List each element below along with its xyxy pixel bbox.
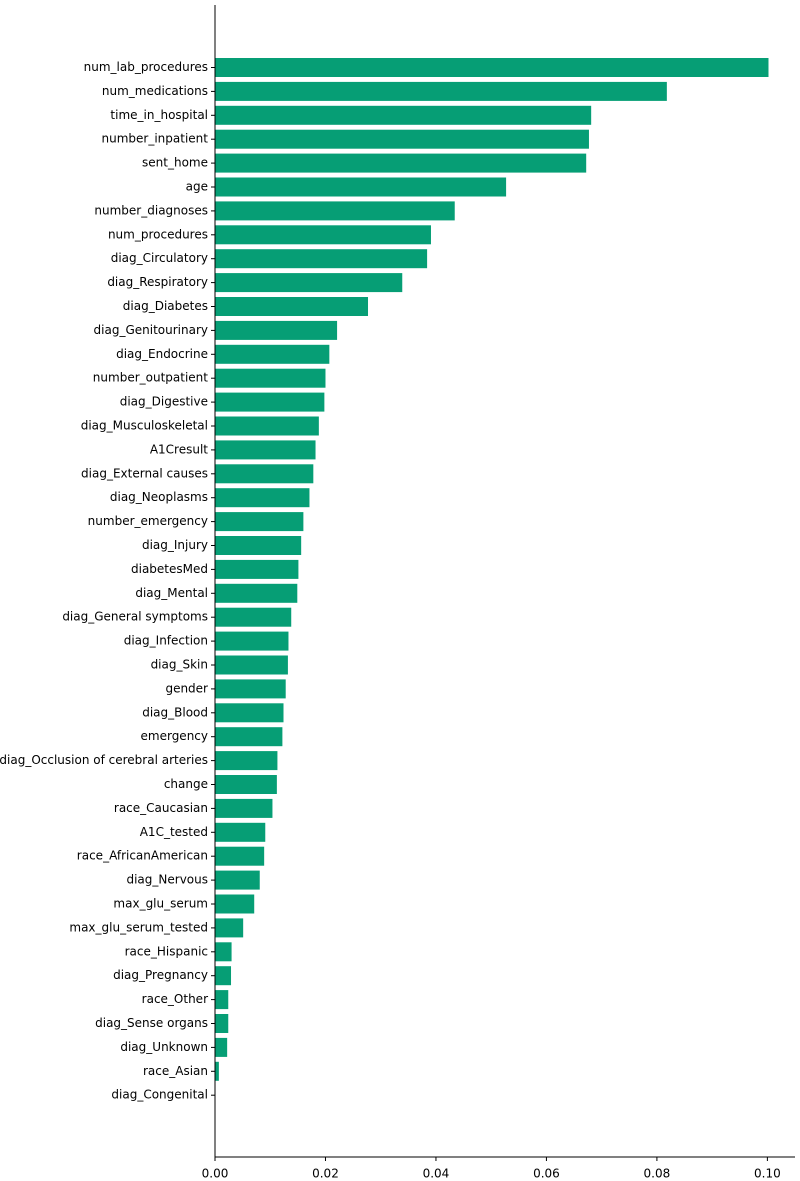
category-label: diag_Sense organs	[95, 1016, 208, 1030]
bar	[215, 464, 314, 484]
category-label: diag_Pregnancy	[113, 968, 208, 982]
bar	[215, 368, 326, 388]
category-label: emergency	[141, 729, 208, 743]
bar	[215, 559, 299, 579]
category-label: A1Cresult	[150, 442, 208, 456]
bar	[215, 201, 455, 221]
category-label: age	[186, 180, 208, 194]
bar	[215, 679, 286, 699]
category-label: diag_Neoplasms	[110, 490, 208, 504]
category-label: diag_Circulatory	[111, 251, 208, 265]
x-ticks-group: 0.00 0.02 0.04 0.06 0.08 0.10	[202, 1157, 781, 1181]
bar	[215, 105, 592, 125]
bar	[215, 631, 289, 651]
bar	[215, 320, 338, 340]
bar	[215, 297, 369, 316]
category-label: diag_Blood	[142, 705, 208, 719]
bar	[215, 942, 232, 962]
bar	[215, 918, 244, 938]
bar	[215, 81, 667, 101]
category-label: diag_Mental	[135, 586, 208, 600]
bar	[215, 488, 310, 508]
bar	[215, 990, 229, 1010]
bar	[215, 894, 255, 914]
category-label: num_lab_procedures	[84, 60, 208, 74]
category-label: diag_Nervous	[126, 873, 208, 887]
category-label: time_in_hospital	[110, 108, 208, 122]
category-label: A1C_tested	[140, 825, 208, 839]
category-label: max_glu_serum_tested	[69, 920, 208, 934]
x-tick-label: 0.10	[754, 1167, 781, 1181]
bar	[215, 655, 288, 675]
bar	[215, 798, 273, 818]
bar	[215, 225, 431, 245]
bar	[215, 775, 277, 794]
bar	[215, 1037, 228, 1057]
category-label: diag_Infection	[124, 634, 208, 648]
category-label: gender	[165, 681, 208, 695]
bar	[215, 870, 260, 890]
bar	[215, 751, 278, 771]
category-label: diag_Unknown	[120, 1040, 208, 1054]
category-label: diag_Genitourinary	[94, 323, 208, 337]
category-label: diag_Respiratory	[107, 275, 208, 289]
category-label: diag_Musculoskeletal	[81, 419, 208, 433]
bar	[215, 846, 265, 866]
bar	[215, 727, 283, 747]
category-label: number_emergency	[88, 514, 208, 528]
category-label: sent_home	[142, 156, 208, 170]
category-labels-group: num_lab_procedures num_medications time_in…	[0, 60, 215, 1102]
bar	[215, 512, 304, 532]
category-label: number_diagnoses	[94, 203, 208, 217]
bar	[215, 536, 302, 555]
bar	[215, 273, 403, 293]
bar	[215, 822, 266, 842]
x-tick-label: 0.02	[312, 1167, 339, 1181]
category-label: diag_Skin	[151, 658, 208, 672]
x-tick-label: 0.04	[423, 1167, 450, 1181]
category-label: race_AfricanAmerican	[77, 849, 208, 863]
bars-group	[215, 58, 769, 1081]
category-label: diag_Occlusion of cerebral arteries	[0, 753, 208, 767]
bar	[215, 416, 319, 436]
category-label: change	[164, 777, 208, 791]
category-label: number_outpatient	[93, 371, 208, 385]
category-label: diag_Injury	[142, 538, 208, 552]
category-label: diag_Digestive	[120, 395, 208, 409]
bar	[215, 583, 298, 603]
bar	[215, 129, 589, 149]
bar	[215, 177, 507, 197]
category-label: diag_External causes	[81, 466, 208, 480]
bar	[215, 1014, 229, 1033]
category-label: race_Caucasian	[114, 801, 208, 815]
category-label: race_Other	[142, 992, 208, 1006]
bar	[215, 58, 769, 77]
bar	[215, 440, 316, 460]
category-label: race_Asian	[143, 1064, 208, 1078]
category-label: diag_Congenital	[111, 1088, 208, 1102]
category-label: max_glu_serum	[113, 897, 208, 911]
category-label: num_procedures	[108, 227, 208, 241]
bar	[215, 153, 587, 173]
x-tick-label: 0.08	[644, 1167, 671, 1181]
bar	[215, 249, 428, 269]
category-label: diabetesMed	[131, 562, 208, 576]
category-label: number_inpatient	[102, 132, 209, 146]
bar	[215, 607, 292, 627]
category-label: diag_General symptoms	[62, 610, 208, 624]
category-label: diag_Diabetes	[123, 299, 208, 313]
bar	[215, 966, 232, 986]
bar	[215, 344, 330, 364]
x-tick-label: 0.06	[533, 1167, 560, 1181]
bar	[215, 703, 284, 723]
bar	[215, 1061, 219, 1081]
bar	[215, 392, 325, 412]
x-tick-label: 0.00	[202, 1167, 229, 1181]
category-label: diag_Endocrine	[116, 347, 208, 361]
category-label: race_Hispanic	[125, 944, 208, 958]
category-label: num_medications	[102, 84, 208, 98]
